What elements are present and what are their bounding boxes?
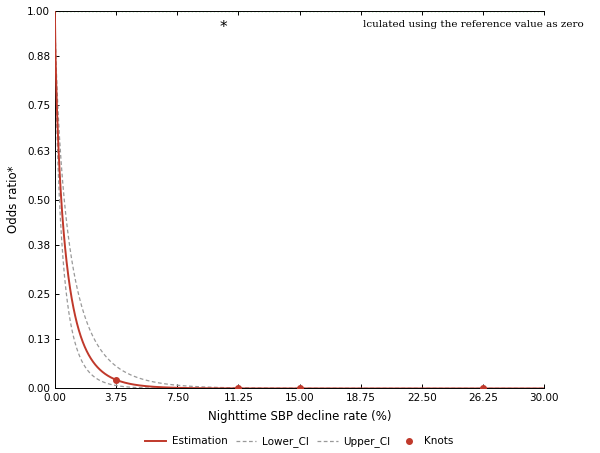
Point [478, 385, 488, 392]
Legend: Estimation, Lower_CI, Upper_CI, Knots: Estimation, Lower_CI, Upper_CI, Knots [142, 432, 458, 451]
X-axis label: Nighttime SBP decline rate (%): Nighttime SBP decline rate (%) [208, 410, 391, 423]
Point [111, 376, 121, 383]
Text: lculated using the reference value as zero: lculated using the reference value as ze… [363, 20, 584, 29]
Y-axis label: Odds ratio*: Odds ratio* [7, 166, 20, 233]
Point [295, 385, 304, 392]
Point [233, 385, 243, 392]
Text: *: * [220, 20, 227, 35]
